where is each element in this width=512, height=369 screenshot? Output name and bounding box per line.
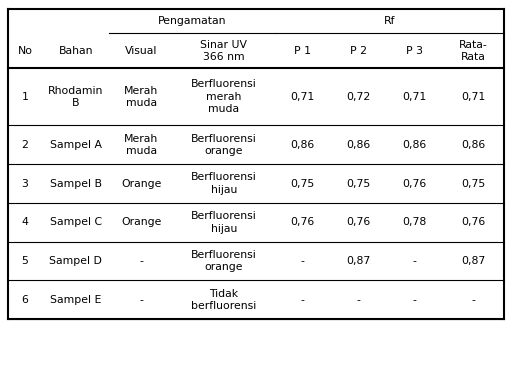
Text: 0,75: 0,75 xyxy=(461,179,486,189)
Text: P 2: P 2 xyxy=(350,46,367,56)
Text: Sampel C: Sampel C xyxy=(50,217,102,227)
Text: 6: 6 xyxy=(22,295,29,305)
Text: Berfluorensi
orange: Berfluorensi orange xyxy=(191,250,257,272)
Text: Visual: Visual xyxy=(125,46,157,56)
Text: 0,75: 0,75 xyxy=(291,179,315,189)
Text: 0,87: 0,87 xyxy=(461,256,486,266)
Text: -: - xyxy=(301,256,305,266)
Text: 0,71: 0,71 xyxy=(291,92,315,102)
Text: -: - xyxy=(472,295,476,305)
Text: Berfluorensi
hijau: Berfluorensi hijau xyxy=(191,172,257,195)
Text: No: No xyxy=(17,46,33,56)
Text: 0,87: 0,87 xyxy=(347,256,371,266)
Text: 0,72: 0,72 xyxy=(347,92,371,102)
Text: 0,76: 0,76 xyxy=(461,217,486,227)
Text: 3: 3 xyxy=(22,179,29,189)
Text: -: - xyxy=(357,295,361,305)
Text: 0,76: 0,76 xyxy=(403,179,427,189)
Text: Berfluorensi
merah
muda: Berfluorensi merah muda xyxy=(191,79,257,114)
Text: Sampel B: Sampel B xyxy=(50,179,102,189)
Text: 0,86: 0,86 xyxy=(403,140,427,150)
Text: Bahan: Bahan xyxy=(58,46,93,56)
Text: Berfluorensi
orange: Berfluorensi orange xyxy=(191,134,257,156)
Text: 0,86: 0,86 xyxy=(291,140,315,150)
Text: Berfluorensi
hijau: Berfluorensi hijau xyxy=(191,211,257,234)
Text: Sampel A: Sampel A xyxy=(50,140,102,150)
Text: 0,78: 0,78 xyxy=(403,217,427,227)
Text: 4: 4 xyxy=(22,217,29,227)
Text: Merah
muda: Merah muda xyxy=(124,134,158,156)
Text: Rf: Rf xyxy=(384,16,395,26)
Text: Orange: Orange xyxy=(121,179,161,189)
Text: 0,86: 0,86 xyxy=(347,140,371,150)
Text: 0,71: 0,71 xyxy=(403,92,427,102)
Text: P 1: P 1 xyxy=(294,46,311,56)
Text: Pengamatan: Pengamatan xyxy=(158,16,226,26)
Text: 2: 2 xyxy=(22,140,29,150)
Text: 0,76: 0,76 xyxy=(291,217,315,227)
Text: 0,76: 0,76 xyxy=(347,217,371,227)
Text: Sinar UV
366 nm: Sinar UV 366 nm xyxy=(201,39,247,62)
Text: Rata-
Rata: Rata- Rata xyxy=(459,39,488,62)
Text: Tidak
berfluorensi: Tidak berfluorensi xyxy=(191,289,257,311)
Text: Rhodamin
B: Rhodamin B xyxy=(48,86,103,108)
Text: Orange: Orange xyxy=(121,217,161,227)
Text: -: - xyxy=(139,256,143,266)
Text: Sampel E: Sampel E xyxy=(50,295,101,305)
Text: P 3: P 3 xyxy=(407,46,423,56)
Text: 0,75: 0,75 xyxy=(347,179,371,189)
Text: Sampel D: Sampel D xyxy=(49,256,102,266)
Text: Merah
muda: Merah muda xyxy=(124,86,158,108)
Text: 1: 1 xyxy=(22,92,29,102)
Text: -: - xyxy=(413,295,417,305)
Text: 0,71: 0,71 xyxy=(461,92,486,102)
Text: -: - xyxy=(413,256,417,266)
Text: 0,86: 0,86 xyxy=(461,140,486,150)
Text: -: - xyxy=(139,295,143,305)
Text: -: - xyxy=(301,295,305,305)
Text: 5: 5 xyxy=(22,256,29,266)
